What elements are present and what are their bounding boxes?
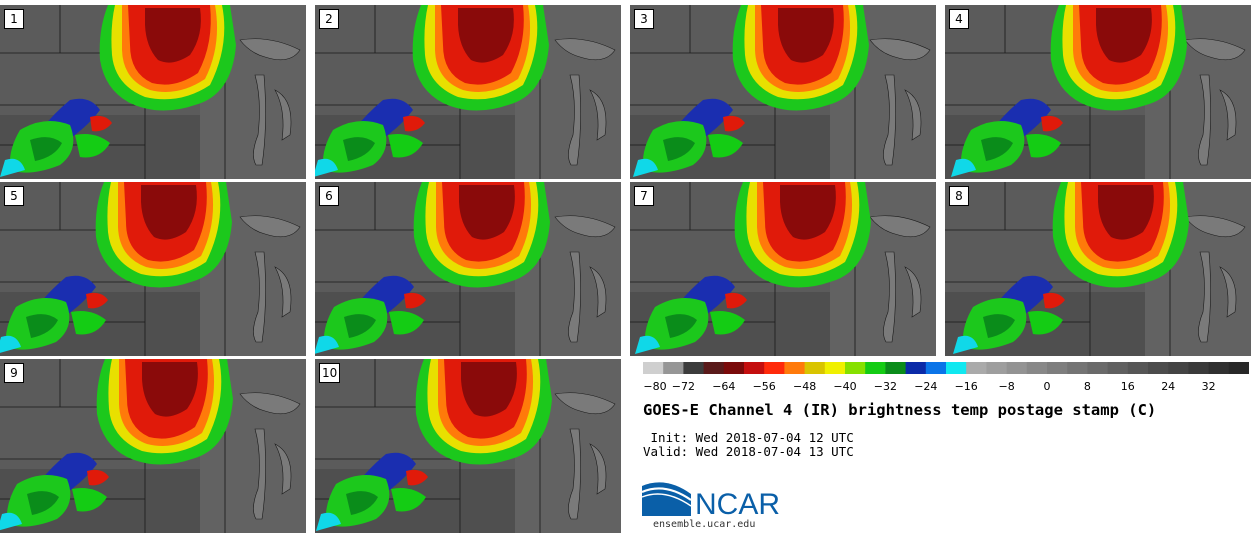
panel-number: 9 <box>4 363 24 383</box>
ir-map-image <box>315 182 621 356</box>
product-title: GOES-E Channel 4 (IR) brightness temp po… <box>643 401 1157 419</box>
svg-text:NCAR: NCAR <box>695 488 780 520</box>
colorbar-swatch <box>744 362 765 374</box>
colorbar-swatch <box>1047 362 1068 374</box>
colorbar-swatch <box>764 362 785 374</box>
member-panel-10[interactable]: 10 <box>315 359 621 533</box>
panel-number: 3 <box>634 9 654 29</box>
colorbar-tick-label: −32 <box>874 380 897 392</box>
ir-map-image <box>0 5 306 179</box>
member-panel-1[interactable]: 1 <box>0 5 306 179</box>
panel-number: 7 <box>634 186 654 206</box>
panel-number: 4 <box>949 9 969 29</box>
colorbar-tick-label: 16 <box>1121 380 1135 392</box>
member-panel-5[interactable]: 5 <box>0 182 306 356</box>
ncar-logo: NCAR <box>641 482 780 520</box>
colorbar: −80 −72 −64 −56 −48 −40 −32 −24 −16 −8 0 8 16 24 32 <box>643 362 1249 392</box>
colorbar-swatch <box>1006 362 1028 374</box>
website-link[interactable]: ensemble.ucar.edu <box>653 519 756 530</box>
colorbar-swatch <box>986 362 1008 374</box>
colorbar-tick-label: −48 <box>793 380 816 392</box>
colorbar-swatch <box>703 362 725 374</box>
colorbar-swatch <box>824 362 846 374</box>
panel-number: 5 <box>4 186 24 206</box>
colorbar-swatch <box>1127 362 1149 374</box>
colorbar-swatch <box>1067 362 1088 374</box>
colorbar-swatch <box>1208 362 1230 374</box>
colorbar-swatch <box>905 362 927 374</box>
panel-number: 6 <box>319 186 339 206</box>
colorbar-swatch <box>946 362 967 374</box>
colorbar-swatch <box>885 362 907 374</box>
colorbar-swatch <box>925 362 947 374</box>
colorbar-tick-label: −72 <box>672 380 695 392</box>
colorbar-swatch <box>1168 362 1189 374</box>
colorbar-swatch <box>865 362 886 374</box>
member-panel-3[interactable]: 3 <box>630 5 936 179</box>
member-panel-2[interactable]: 2 <box>315 5 621 179</box>
colorbar-swatch <box>1188 362 1210 374</box>
colorbar-tick-label: −24 <box>914 380 937 392</box>
member-panel-6[interactable]: 6 <box>315 182 621 356</box>
member-panel-8[interactable]: 8 <box>945 182 1251 356</box>
colorbar-swatch <box>1228 362 1249 374</box>
panel-number: 1 <box>4 9 24 29</box>
colorbar-swatch <box>966 362 987 374</box>
colorbar-tick-label: −80 <box>643 380 666 392</box>
ir-map-image <box>630 5 936 179</box>
colorbar-swatch <box>1107 362 1129 374</box>
ir-map-image <box>0 359 306 533</box>
colorbar-tick-label: 8 <box>1084 380 1091 392</box>
colorbar-tick-label: −16 <box>955 380 978 392</box>
colorbar-swatch <box>784 362 806 374</box>
valid-time: Valid: Wed 2018-07-04 13 UTC <box>643 444 854 459</box>
panel-number: 8 <box>949 186 969 206</box>
colorbar-swatch <box>1087 362 1109 374</box>
colorbar-tick-label: 0 <box>1044 380 1051 392</box>
panel-number: 10 <box>319 363 341 383</box>
colorbar-swatch <box>1148 362 1169 374</box>
colorbar-tick-label: −56 <box>753 380 776 392</box>
colorbar-tick-label: 24 <box>1161 380 1175 392</box>
colorbar-tick-label: −8 <box>998 380 1014 392</box>
panel-number: 2 <box>319 9 339 29</box>
colorbar-swatch <box>845 362 866 374</box>
member-panel-4[interactable]: 4 <box>945 5 1251 179</box>
ir-map-image <box>315 359 621 533</box>
colorbar-swatch <box>804 362 826 374</box>
colorbar-tick-label: −64 <box>712 380 735 392</box>
colorbar-swatch <box>1026 362 1048 374</box>
colorbar-tick-label: −40 <box>833 380 856 392</box>
ir-map-image <box>315 5 621 179</box>
init-time: Init: Wed 2018-07-04 12 UTC <box>643 430 854 445</box>
ir-map-image <box>945 182 1251 356</box>
colorbar-swatch <box>643 362 664 374</box>
colorbar-swatch <box>723 362 745 374</box>
member-panel-7[interactable]: 7 <box>630 182 936 356</box>
colorbar-swatch <box>683 362 705 374</box>
ir-map-image <box>945 5 1251 179</box>
colorbar-swatch <box>663 362 684 374</box>
colorbar-tick-label: 32 <box>1202 380 1216 392</box>
ir-map-image <box>630 182 936 356</box>
member-panel-9[interactable]: 9 <box>0 359 306 533</box>
ir-map-image <box>0 182 306 356</box>
